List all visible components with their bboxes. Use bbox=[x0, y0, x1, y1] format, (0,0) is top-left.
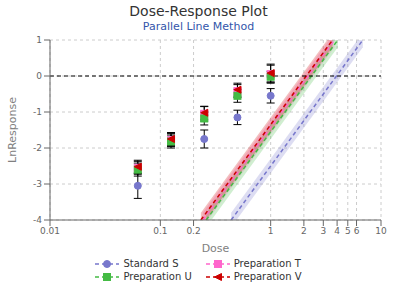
svg-text:-4: -4 bbox=[33, 215, 42, 225]
svg-text:6: 6 bbox=[354, 226, 360, 236]
svg-text:-3: -3 bbox=[33, 179, 42, 189]
svg-text:Dose: Dose bbox=[202, 242, 230, 255]
html-text:Parallel Line Method: Parallel Line Method bbox=[142, 20, 255, 33]
svg-text:4: 4 bbox=[334, 226, 340, 236]
svg-text:3: 3 bbox=[320, 226, 326, 236]
svg-text:2: 2 bbox=[301, 226, 307, 236]
html-text:Standard S: Standard S bbox=[123, 258, 179, 269]
svg-text:LnResponse: LnResponse bbox=[8, 97, 19, 163]
svg-text:0.2: 0.2 bbox=[186, 226, 200, 236]
html-text:Preparation U: Preparation U bbox=[123, 271, 192, 282]
svg-text:0: 0 bbox=[36, 71, 42, 81]
svg-text:10: 10 bbox=[375, 226, 387, 236]
svg-text:-1: -1 bbox=[33, 107, 42, 117]
svg-text:1: 1 bbox=[268, 226, 274, 236]
svg-text:5: 5 bbox=[345, 226, 351, 236]
html-text:Preparation T: Preparation T bbox=[233, 258, 301, 269]
svg-text:0.1: 0.1 bbox=[153, 226, 167, 236]
html-text:Preparation V: Preparation V bbox=[233, 271, 302, 282]
svg-text:-2: -2 bbox=[33, 143, 42, 153]
html-text:Dose-Response Plot: Dose-Response Plot bbox=[129, 3, 268, 19]
svg-text:1: 1 bbox=[36, 35, 42, 45]
svg-text:0.01: 0.01 bbox=[40, 226, 60, 236]
